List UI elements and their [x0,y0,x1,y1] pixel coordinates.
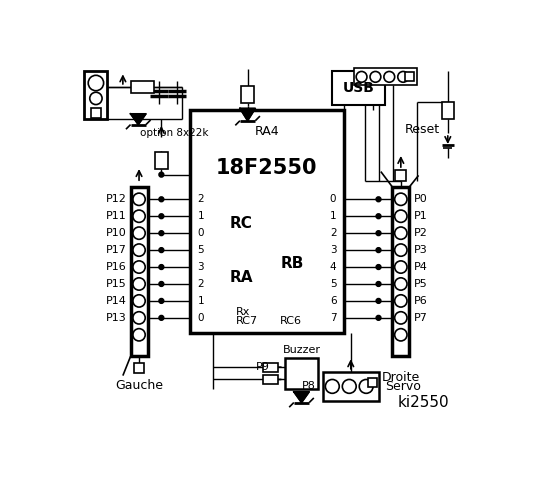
Bar [134,362,144,373]
Circle shape [376,299,381,303]
Polygon shape [240,108,255,121]
Text: P12: P12 [106,194,127,204]
Bar [323,372,378,401]
Text: P3: P3 [414,245,427,255]
Polygon shape [131,114,146,125]
Text: 0: 0 [330,194,336,204]
Text: 2: 2 [197,279,204,289]
Circle shape [376,265,381,269]
Text: Reset: Reset [405,123,440,136]
Text: RA: RA [230,270,253,285]
Bar [395,170,406,181]
Text: RC6: RC6 [279,316,301,326]
Text: 1: 1 [197,296,204,306]
Text: 0: 0 [197,228,204,238]
Circle shape [376,197,381,202]
Bar [332,72,385,105]
Polygon shape [294,392,309,403]
Text: P15: P15 [106,279,127,289]
Bar [91,108,101,118]
Text: Buzzer: Buzzer [283,345,321,355]
Text: 5: 5 [197,245,204,255]
Text: Gauche: Gauche [115,379,163,392]
Bar [354,68,417,85]
Bar [368,378,377,387]
Bar [263,362,278,372]
Text: RA4: RA4 [254,125,279,138]
Text: 4: 4 [330,262,336,272]
Text: USB: USB [342,82,374,96]
Text: P6: P6 [414,296,427,306]
Text: P14: P14 [106,296,127,306]
Text: P9: P9 [256,362,270,372]
Text: P17: P17 [106,245,127,255]
Text: P11: P11 [106,211,127,221]
Circle shape [159,248,164,252]
Bar [131,187,148,356]
Circle shape [376,248,381,252]
Text: 1: 1 [330,211,336,221]
Text: 7: 7 [330,313,336,323]
Text: P1: P1 [414,211,427,221]
Circle shape [159,172,164,177]
Bar [155,152,168,169]
Text: option 8x22k: option 8x22k [140,128,208,138]
Text: P5: P5 [414,279,427,289]
Text: P0: P0 [414,194,427,204]
Text: RC: RC [230,216,253,231]
Circle shape [376,231,381,236]
Text: P7: P7 [414,313,428,323]
Text: 18F2550: 18F2550 [216,158,317,178]
Text: 3: 3 [197,262,204,272]
Text: Rx: Rx [236,307,251,317]
Text: RB: RB [280,256,304,272]
Text: P16: P16 [106,262,127,272]
Circle shape [159,299,164,303]
Circle shape [159,265,164,269]
Bar [85,72,107,119]
Text: P2: P2 [414,228,428,238]
Bar [131,81,154,93]
Bar [263,375,278,384]
Bar [442,102,454,119]
Circle shape [159,231,164,236]
Bar [405,72,414,82]
Text: P13: P13 [106,313,127,323]
Circle shape [376,214,381,218]
Bar [393,187,409,356]
Text: ki2550: ki2550 [398,395,449,410]
Bar [242,86,254,103]
Text: 2: 2 [330,228,336,238]
Circle shape [376,282,381,286]
Text: P8: P8 [302,382,316,391]
Circle shape [159,282,164,286]
Text: P10: P10 [106,228,127,238]
Text: 6: 6 [330,296,336,306]
Bar [190,110,344,333]
Circle shape [159,214,164,218]
Text: 1: 1 [197,211,204,221]
Text: 0: 0 [197,313,204,323]
Text: 5: 5 [330,279,336,289]
Circle shape [159,315,164,320]
Text: Droite: Droite [382,372,420,384]
Text: 3: 3 [330,245,336,255]
Circle shape [376,315,381,320]
Circle shape [159,197,164,202]
Text: 2: 2 [197,194,204,204]
Text: Servo: Servo [385,380,420,393]
Bar [285,358,319,389]
Text: RC7: RC7 [236,316,258,326]
Text: P4: P4 [414,262,428,272]
